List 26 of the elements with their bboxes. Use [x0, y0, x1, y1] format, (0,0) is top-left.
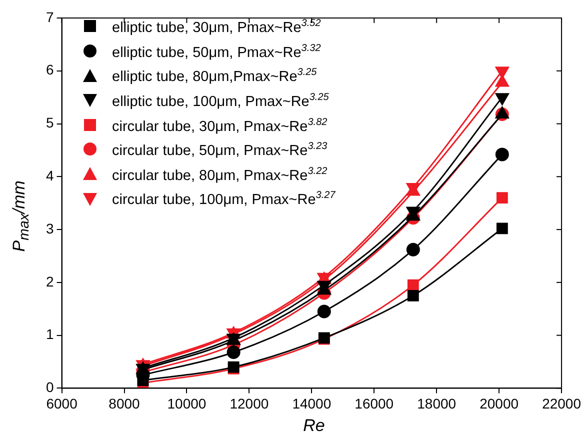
legend-label: circular tube, 30μm, Pmax~Re$^{3.82}$ [112, 116, 328, 136]
x-axis-title: Re [302, 416, 326, 436]
legend-label: elliptic tube, 30μm, Pmax~Re$^{3.52}$ [112, 17, 321, 38]
y-tick-label: 3 [46, 220, 54, 236]
legend-label: elliptic tube, 80μm,Pmax~Re$^{3.25}$ [112, 66, 317, 88]
x-tick-label: 18000 [417, 395, 456, 412]
y-tick-label: 7 [46, 8, 54, 25]
x-tick-label: 12000 [230, 395, 269, 412]
x-tick-label: 10000 [167, 395, 206, 412]
legend-label: elliptic tube, 100μm, Pmax~Re$^{3.25}$ [112, 90, 329, 112]
legend-label: elliptic tube, 50μm, Pmax~Re$^{3.32}$ [112, 42, 321, 62]
x-tick-label: 8000 [108, 395, 140, 412]
x-tick-label: 6000 [46, 395, 78, 412]
y-tick-label: 6 [46, 62, 54, 78]
x-tick-label: 14000 [292, 395, 332, 412]
legend-label: circular tube, 100μm, Pmax~Re$^{3.27}$ [112, 189, 336, 210]
y-tick-label: 0 [46, 379, 54, 396]
y-tick-label: 2 [46, 273, 54, 290]
x-tick-label: 16000 [354, 395, 394, 412]
x-tick-label: 22000 [542, 395, 582, 412]
y-tick-label: 1 [46, 326, 54, 342]
x-tick-label: 20000 [480, 395, 519, 412]
legend-label: circular tube, 50μm, Pmax~Re$^{3.23}$ [112, 140, 328, 161]
y-tick-label: 5 [46, 114, 54, 131]
legend-label: circular tube, 80μm, Pmax~Re$^{3.22}$ [112, 164, 328, 186]
y-tick-label: 4 [46, 168, 54, 184]
